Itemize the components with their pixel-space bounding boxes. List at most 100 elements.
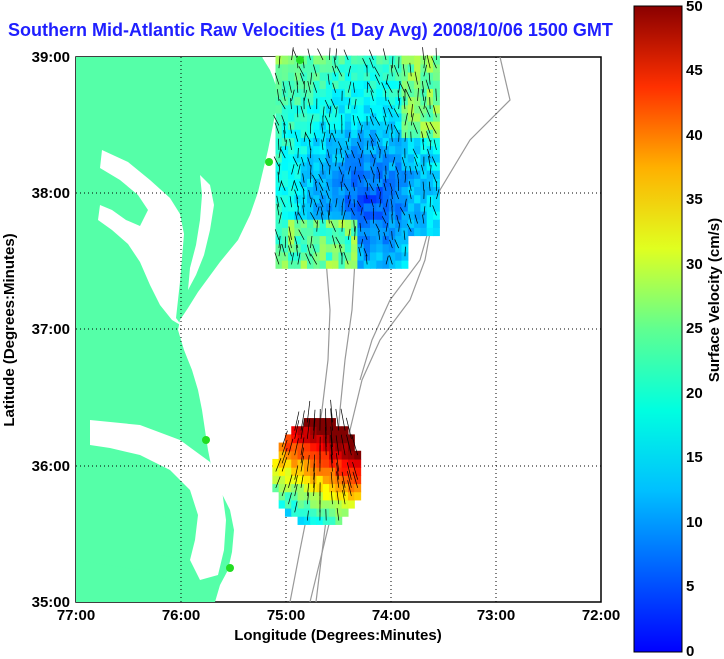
- velocity-cell: [300, 63, 308, 73]
- velocity-cell: [433, 80, 440, 89]
- x-tick-label: 77:00: [57, 607, 95, 624]
- velocity-cell: [322, 458, 330, 468]
- velocity-cell: [310, 458, 318, 468]
- velocity-arrow: [278, 138, 280, 150]
- velocity-arrow: [347, 65, 351, 77]
- velocity-arrow: [360, 149, 364, 159]
- velocity-arrow: [412, 148, 418, 159]
- velocity-cell: [351, 161, 358, 171]
- velocity-arrow: [346, 434, 352, 456]
- velocity-arrow: [335, 106, 338, 118]
- velocity-arrow: [391, 132, 393, 142]
- velocity-arrow: [298, 229, 305, 241]
- velocity-cell: [275, 112, 283, 122]
- velocity-arrow: [298, 66, 305, 77]
- velocity-arrow: [346, 462, 352, 480]
- velocity-arrow: [318, 157, 324, 167]
- velocity-arrow: [370, 90, 374, 101]
- velocity-arrow: [331, 490, 333, 505]
- velocity-cell: [316, 475, 324, 485]
- velocity-cell: [332, 260, 340, 269]
- velocity-cell: [414, 121, 421, 130]
- colorbar-tick-label: 10: [686, 514, 703, 531]
- colorbar-tick-label: 40: [686, 127, 703, 144]
- velocity-cell: [325, 202, 333, 212]
- velocity-cell: [344, 251, 352, 261]
- velocity-arrow: [320, 190, 324, 200]
- velocity-arrow: [288, 226, 292, 240]
- velocity-cell: [351, 88, 358, 98]
- velocity-cell: [407, 145, 415, 155]
- velocity-cell: [297, 475, 305, 485]
- velocity-arrow: [374, 66, 381, 77]
- velocity-cell: [401, 194, 409, 204]
- velocity-cell: [344, 63, 352, 73]
- velocity-cell: [395, 243, 403, 253]
- velocity-arrow: [352, 115, 355, 126]
- velocity-arrow: [354, 226, 356, 240]
- velocity-cell: [303, 475, 311, 485]
- velocity-cell: [401, 186, 409, 196]
- velocity-cell: [300, 235, 308, 245]
- velocity-cell: [275, 104, 283, 114]
- velocity-arrow: [326, 181, 330, 191]
- velocity-cell: [281, 63, 289, 73]
- velocity-cell: [388, 55, 396, 65]
- velocity-cell: [332, 121, 340, 130]
- velocity-cell: [388, 161, 396, 171]
- velocity-cell: [335, 434, 343, 444]
- velocity-arrow: [398, 222, 400, 232]
- velocity-arrow: [297, 205, 299, 216]
- velocity-cell: [294, 71, 302, 81]
- velocity-arrow: [385, 199, 388, 208]
- velocity-cell: [278, 499, 286, 509]
- velocity-arrow: [308, 140, 311, 150]
- velocity-arrow: [357, 174, 362, 183]
- velocity-arrow: [319, 198, 324, 208]
- radar-stations: [202, 56, 304, 572]
- velocity-cell: [325, 63, 333, 73]
- velocity-arrow: [414, 71, 418, 85]
- velocity-arrow: [435, 88, 437, 101]
- velocity-cell: [341, 507, 349, 517]
- velocity-cell: [347, 450, 355, 460]
- velocity-cell: [344, 178, 352, 188]
- velocity-cell: [300, 243, 308, 253]
- velocity-cell: [288, 227, 295, 237]
- velocity-cell: [344, 243, 352, 253]
- velocity-cell: [288, 137, 295, 147]
- velocity-cell: [307, 71, 314, 81]
- velocity-cell: [395, 145, 403, 155]
- velocity-cell: [310, 434, 318, 444]
- velocity-arrow: [422, 139, 425, 150]
- velocity-arrow: [357, 141, 362, 151]
- velocity-cell: [325, 260, 333, 269]
- velocity-cell: [420, 88, 428, 98]
- velocity-arrow: [376, 183, 381, 191]
- velocity-cell: [300, 202, 308, 212]
- velocity-cell: [275, 71, 283, 81]
- velocity-arrow: [305, 253, 311, 265]
- velocity-cell: [338, 260, 346, 269]
- velocity-arrow: [391, 231, 393, 240]
- velocity-cell: [300, 251, 308, 261]
- velocity-cell: [344, 112, 352, 122]
- velocity-arrow: [398, 81, 406, 93]
- velocity-cell: [414, 112, 421, 122]
- velocity-arrow: [313, 482, 315, 497]
- velocity-cell: [319, 251, 327, 261]
- velocity-cell: [388, 251, 396, 261]
- velocity-cell: [278, 475, 286, 485]
- velocity-arrow: [343, 49, 349, 61]
- velocity-arrow: [366, 140, 369, 150]
- velocity-arrow: [363, 232, 368, 240]
- velocity-arrow: [347, 480, 352, 497]
- velocity-cell: [433, 170, 440, 179]
- velocity-arrow: [405, 88, 412, 102]
- velocity-arrow: [308, 189, 311, 200]
- velocity-cell: [300, 170, 308, 179]
- velocity-vectors: [273, 47, 440, 521]
- velocity-arrow: [385, 255, 389, 265]
- velocity-arrow: [318, 173, 324, 183]
- velocity-cell: [363, 96, 371, 106]
